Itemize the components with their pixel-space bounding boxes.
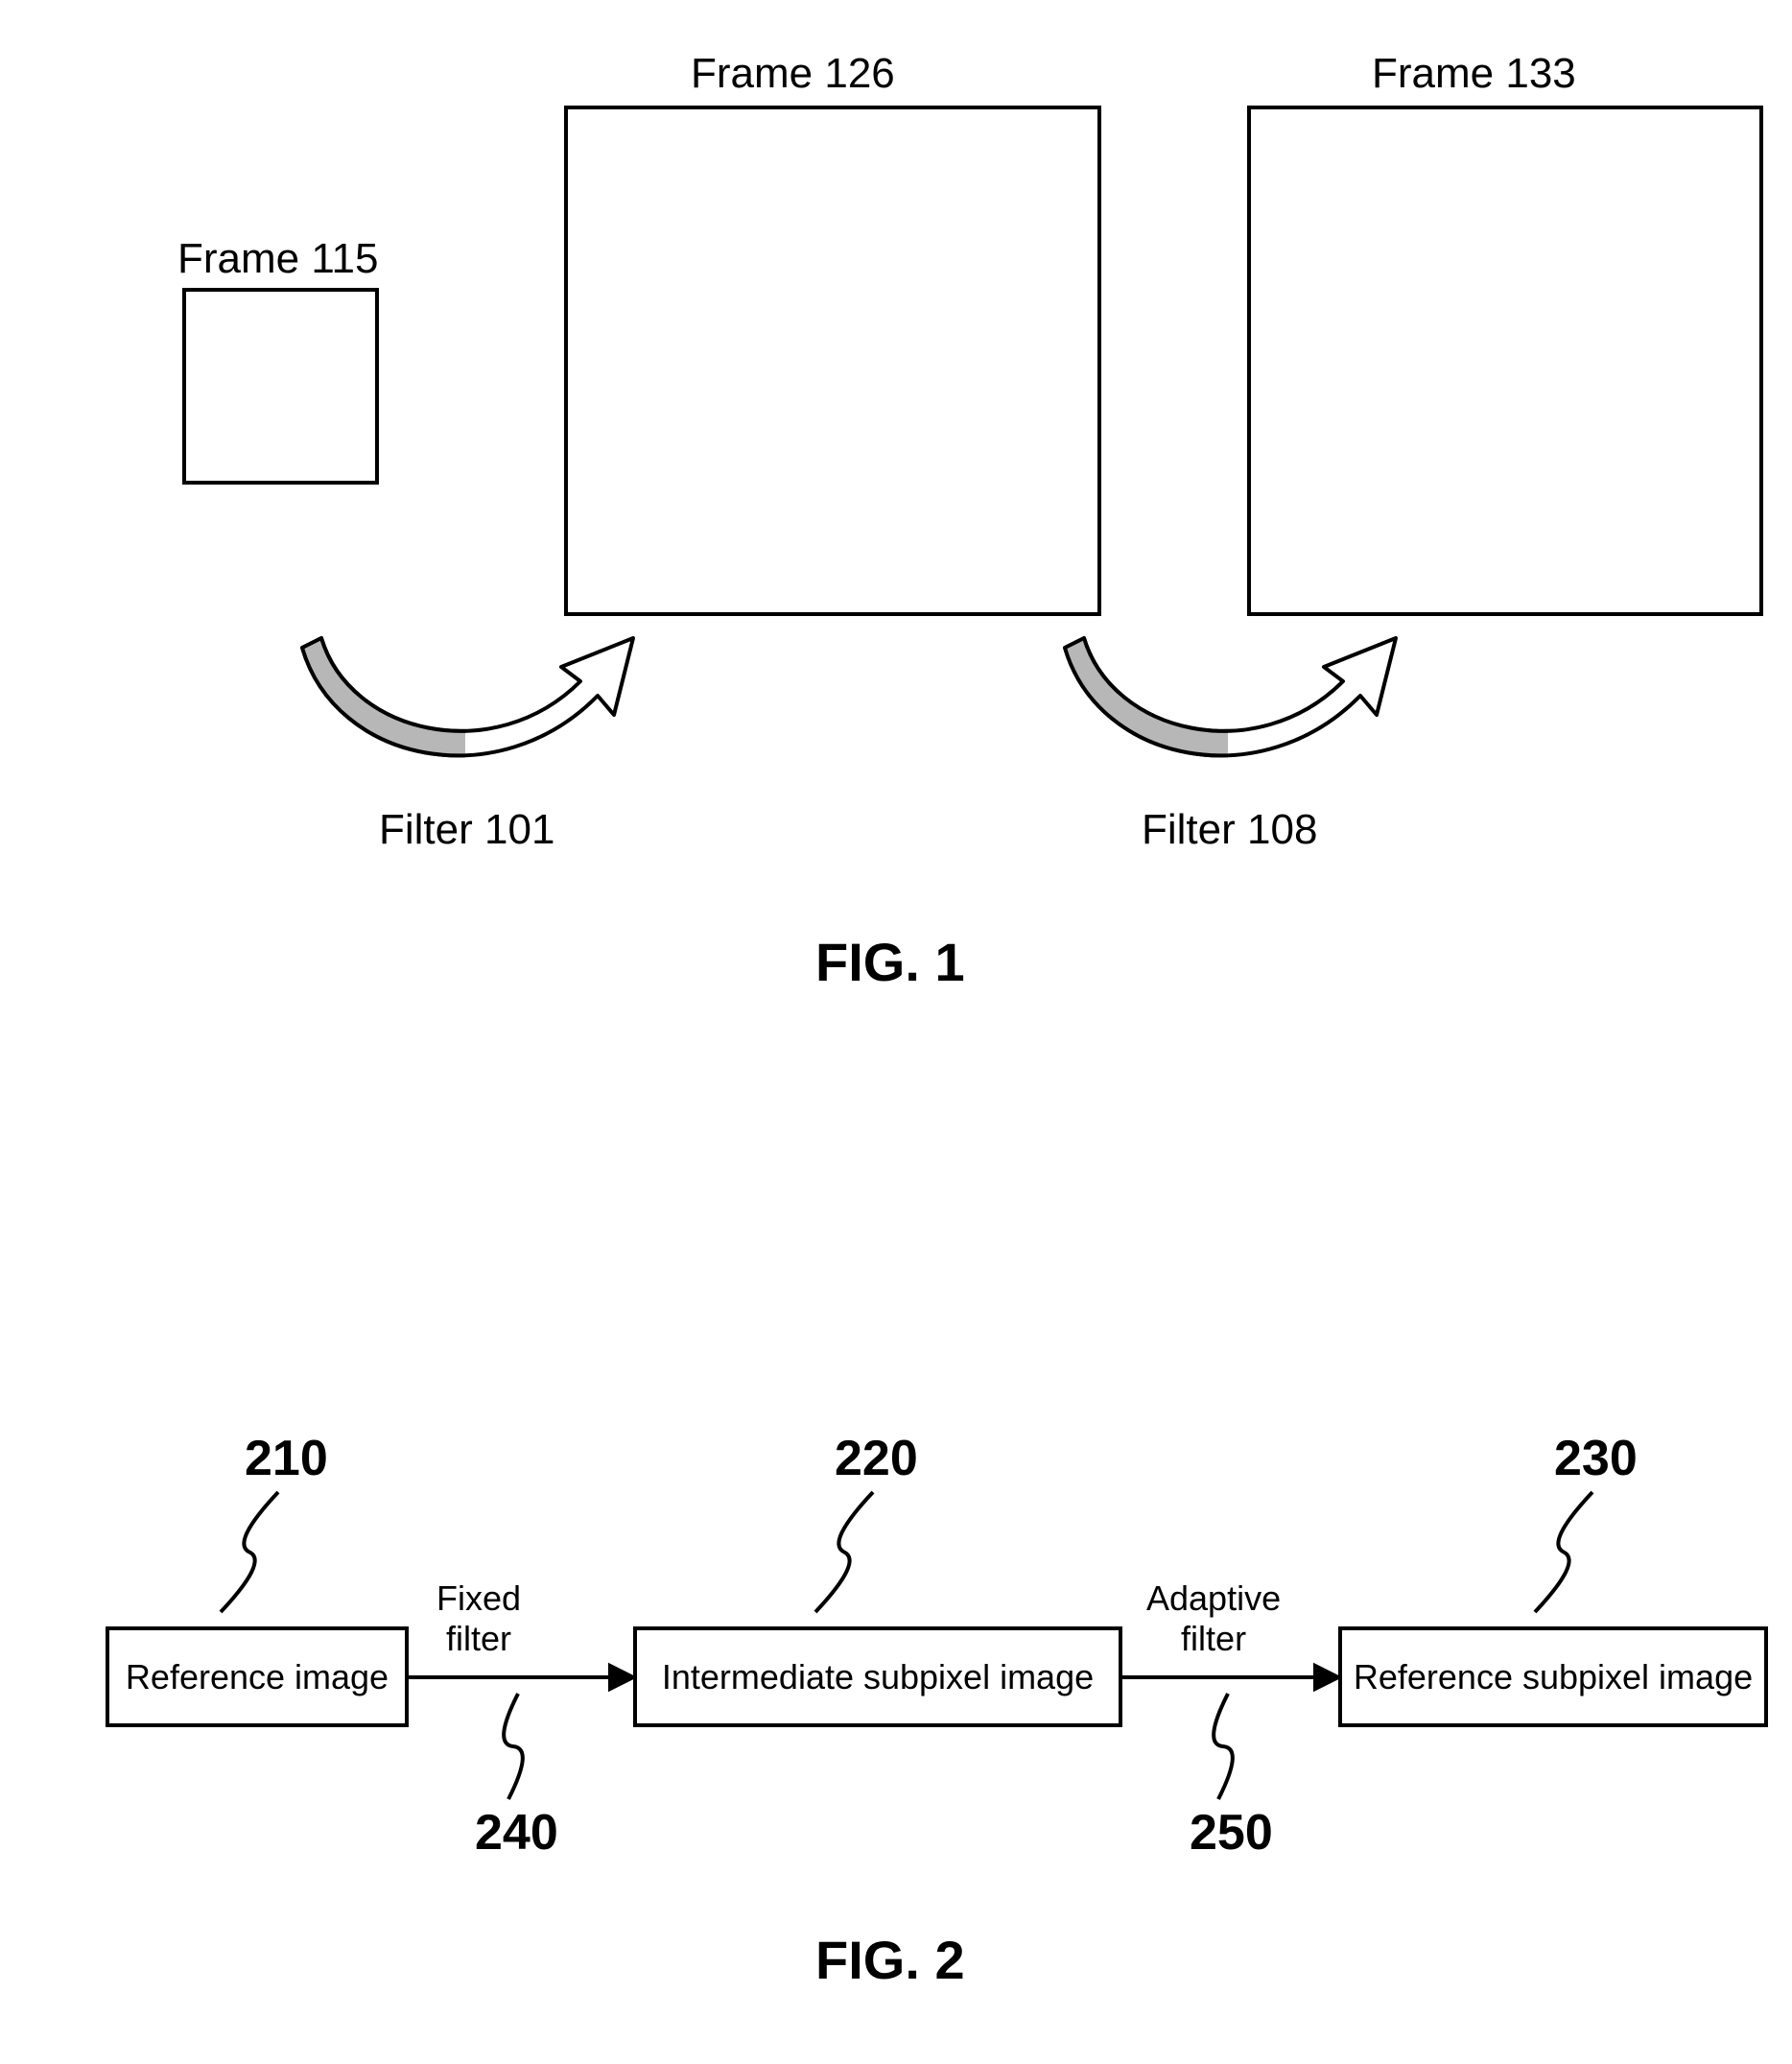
fixed-filter-label: Fixed filter	[436, 1578, 521, 1659]
figure-2-caption: FIG. 2	[815, 1929, 965, 1991]
ref-230-label: 230	[1554, 1430, 1638, 1487]
adaptive-filter-label: Adaptive filter	[1146, 1578, 1281, 1659]
frame-133-label: Frame 133	[1372, 50, 1576, 98]
adaptive-filter-label-line2: filter	[1181, 1619, 1246, 1658]
reference-image-box: Reference image	[106, 1626, 409, 1727]
ref-240-label: 240	[475, 1804, 558, 1862]
ref-210-label: 210	[245, 1430, 328, 1487]
intermediate-subpixel-box: Intermediate subpixel image	[633, 1626, 1122, 1727]
frame-115-label: Frame 115	[177, 235, 379, 283]
fixed-filter-label-line1: Fixed	[436, 1578, 521, 1618]
adaptive-filter-label-line1: Adaptive	[1146, 1578, 1281, 1618]
filter-101-arrow-icon	[293, 619, 638, 777]
frame-126-label: Frame 126	[691, 50, 895, 98]
ref-220-label: 220	[835, 1430, 918, 1487]
ref-250-label: 250	[1190, 1804, 1273, 1862]
filter-108-arrow-icon	[1055, 619, 1401, 777]
filter-108-label: Filter 108	[1142, 806, 1317, 854]
frame-133-box	[1247, 106, 1763, 616]
frame-126-box	[564, 106, 1101, 616]
figure-2: 210 Reference image 220 Intermediate sub…	[0, 1420, 1792, 1957]
filter-101-label: Filter 101	[379, 806, 554, 854]
frame-115-box	[182, 288, 379, 485]
figure-1-caption: FIG. 1	[815, 931, 965, 993]
fixed-filter-label-line2: filter	[446, 1619, 511, 1658]
figure-1: Frame 115 Frame 126 Frame 133 Filter 101	[0, 38, 1792, 902]
reference-subpixel-box: Reference subpixel image	[1338, 1626, 1768, 1727]
